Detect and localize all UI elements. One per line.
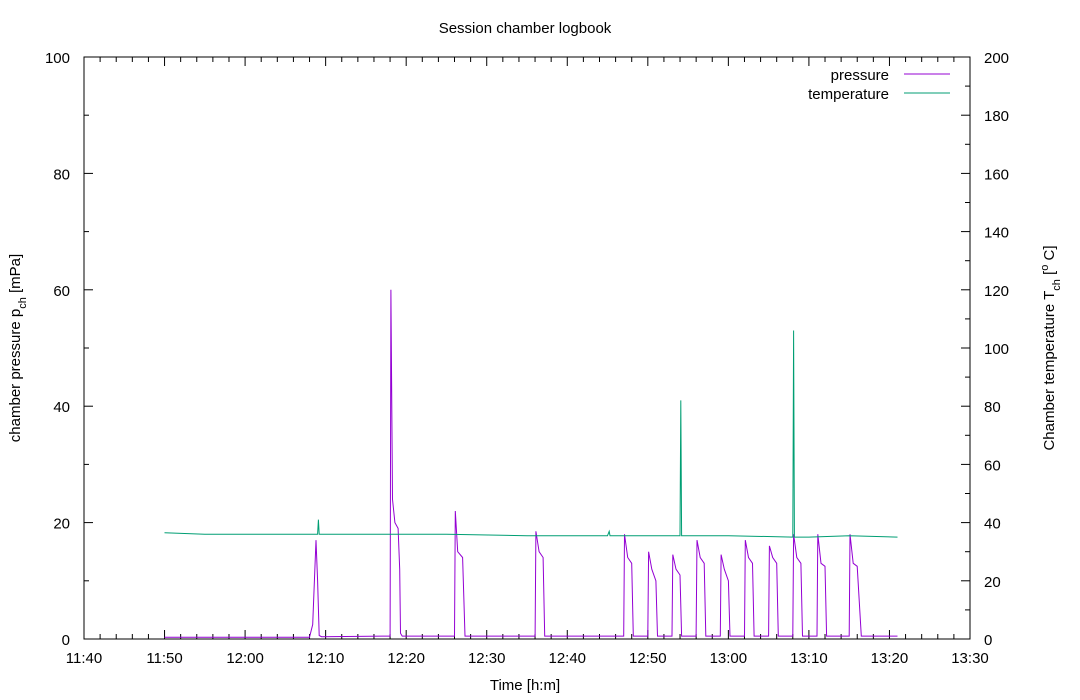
y-tick-label: 100: [45, 50, 70, 67]
x-tick-label: 13:10: [790, 650, 828, 667]
series-line-temperature: [164, 330, 898, 538]
x-tick-label: 13:00: [710, 650, 748, 667]
chart-title: Session chamber logbook: [439, 20, 612, 37]
axes-group: 11:40 11:50 12:00 12:10 12:20 12:30 12:40 12:50…: [45, 50, 1009, 667]
x-tick-label: 12:50: [629, 650, 667, 667]
y-axis-label-main: chamber pressure p: [7, 309, 24, 442]
y2-tick-label: 200: [984, 50, 1009, 67]
x-tick-label: 12:40: [548, 650, 586, 667]
legend: pressure temperature: [808, 67, 950, 103]
plot-area: [83, 56, 971, 640]
y2-axis-label-unit-close: C]: [1041, 245, 1058, 264]
x-tick-label: 12:20: [387, 650, 425, 667]
y2-tick-label: 180: [984, 108, 1009, 125]
y2-tick-label: 140: [984, 225, 1009, 242]
y-axis-label-sub: ch: [17, 297, 29, 309]
y2-tick-label: 40: [984, 516, 1001, 533]
x-tick-label: 12:00: [226, 650, 264, 667]
y2-axis-label-unit-open: [: [1041, 270, 1058, 279]
y2-tick-label: 100: [984, 341, 1009, 358]
plot-frame: [83, 56, 971, 640]
y2-tick-label: 20: [984, 574, 1001, 591]
y2-tick-label: 160: [984, 166, 1009, 183]
series-group: [164, 289, 898, 638]
y-axis-label-unit: [mPa]: [7, 254, 24, 297]
x-tick-label: 13:20: [871, 650, 909, 667]
y2-tick-label: 60: [984, 457, 1001, 474]
y-tick-label: 0: [62, 632, 70, 649]
legend-label-temperature: temperature: [808, 86, 889, 103]
y2-axis-label-sub: ch: [1051, 279, 1063, 291]
y-tick-label: 40: [53, 399, 70, 416]
y2-tick-label: 0: [984, 632, 992, 649]
x-tick-label: 12:30: [468, 650, 506, 667]
x-tick-label: 11:40: [66, 650, 102, 667]
legend-label-pressure: pressure: [831, 67, 889, 84]
x-tick-label: 13:30: [951, 650, 989, 667]
y2-tick-label: 120: [984, 283, 1009, 300]
y-tick-label: 20: [53, 516, 70, 533]
y-tick-label: 80: [53, 166, 70, 183]
y-tick-label: 60: [53, 283, 70, 300]
x-tick-label: 12:10: [307, 650, 345, 667]
y2-axis-label-main: Chamber temperature T: [1041, 291, 1058, 451]
x-tick-label: 11:50: [146, 650, 182, 667]
y2-axis-label: Chamber temperature Tch [o C]: [1039, 245, 1063, 450]
y2-tick-label: 80: [984, 399, 1001, 416]
x-axis-label: Time [h:m]: [490, 677, 560, 694]
series-line-pressure: [164, 289, 898, 638]
y-axis-label: chamber pressure pch [mPa]: [7, 254, 29, 442]
y2-axis-label-sup: o: [1039, 265, 1051, 271]
